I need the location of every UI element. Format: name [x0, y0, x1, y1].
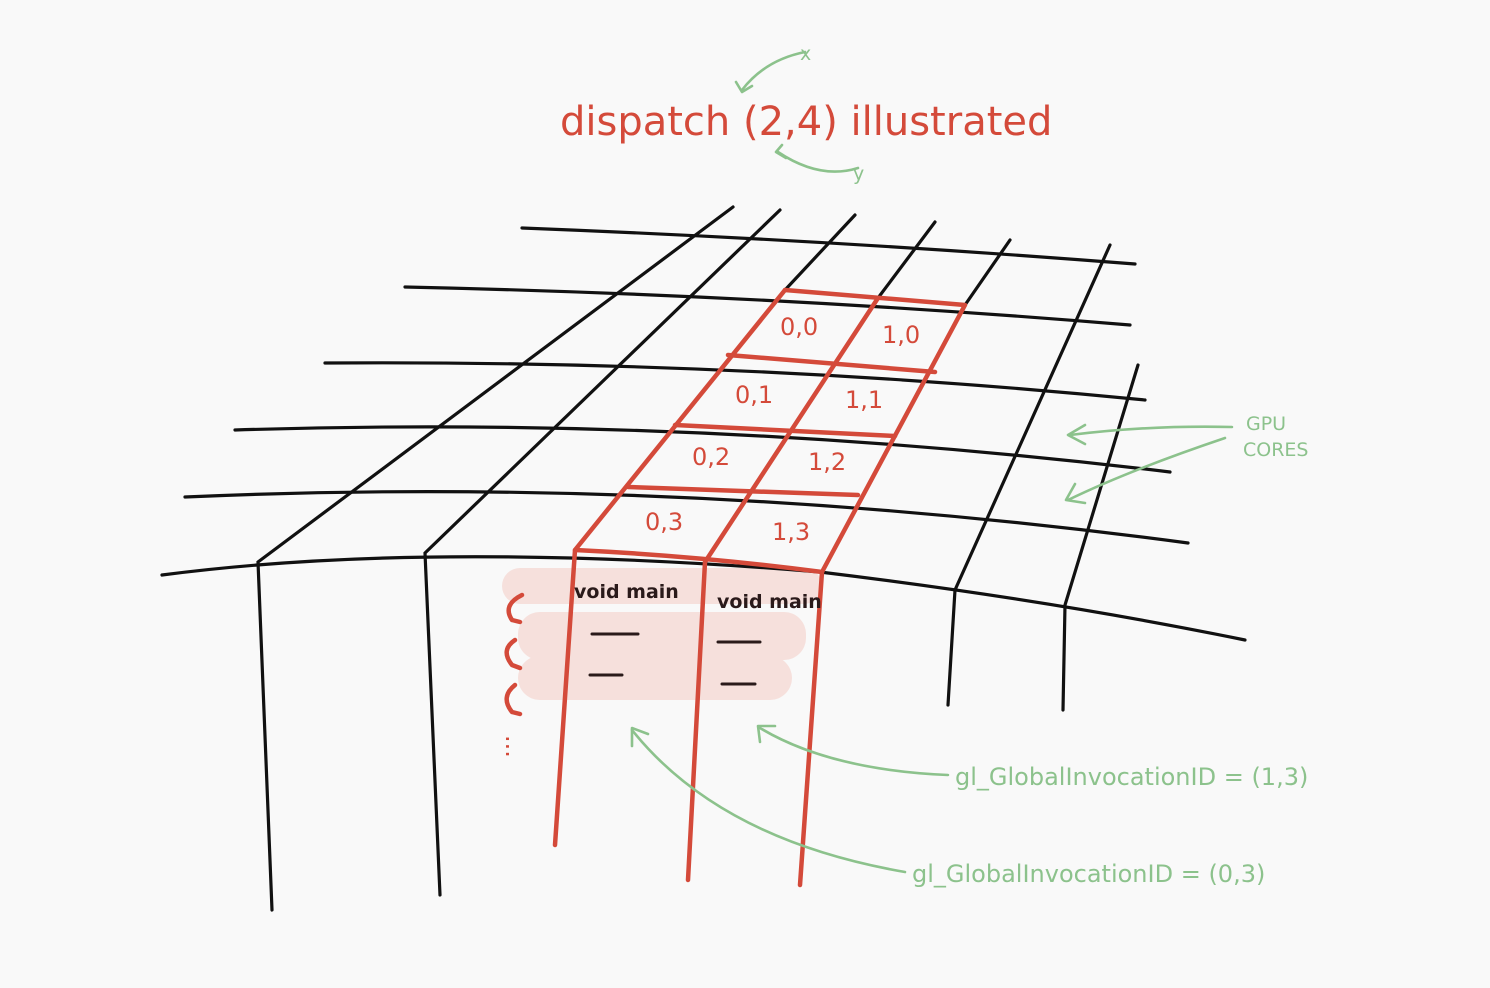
gpu-core-grid — [160, 205, 1247, 912]
x-axis-label: x — [800, 43, 811, 65]
invocation-id-left: gl_GlobalInvocationID = (0,3) — [912, 860, 1265, 888]
cell-1-1: 1,1 — [845, 386, 883, 414]
gpu-label-line1: GPU — [1246, 413, 1286, 435]
invocation-id-right: gl_GlobalInvocationID = (1,3) — [955, 763, 1308, 791]
loop-highlights — [502, 568, 822, 700]
cell-1-0: 1,0 — [882, 321, 920, 349]
code-left: void main — [574, 581, 679, 603]
gpu-label-line2: CORES — [1243, 439, 1309, 461]
loop-ellipsis: ... — [500, 735, 528, 758]
y-axis-label: y — [853, 163, 864, 185]
code-lines — [588, 632, 762, 686]
cell-0-3: 0,3 — [645, 508, 683, 536]
diagram-title: dispatch (2,4) illustrated — [560, 99, 1052, 145]
code-right: void main — [717, 591, 822, 613]
dispatch-workgroups — [504, 287, 968, 888]
cell-1-3: 1,3 — [772, 518, 810, 546]
axis-arrows — [734, 50, 860, 173]
cell-0-2: 0,2 — [692, 443, 730, 471]
cell-0-0: 0,0 — [780, 313, 818, 341]
invocation-cells: 0,0 1,0 0,1 1,1 0,2 1,2 0,3 1,3 — [645, 313, 920, 546]
gpu-cores-arrows — [1064, 423, 1234, 505]
cell-1-2: 1,2 — [808, 448, 846, 476]
invocation-arrows — [630, 724, 950, 874]
cell-0-1: 0,1 — [735, 381, 773, 409]
